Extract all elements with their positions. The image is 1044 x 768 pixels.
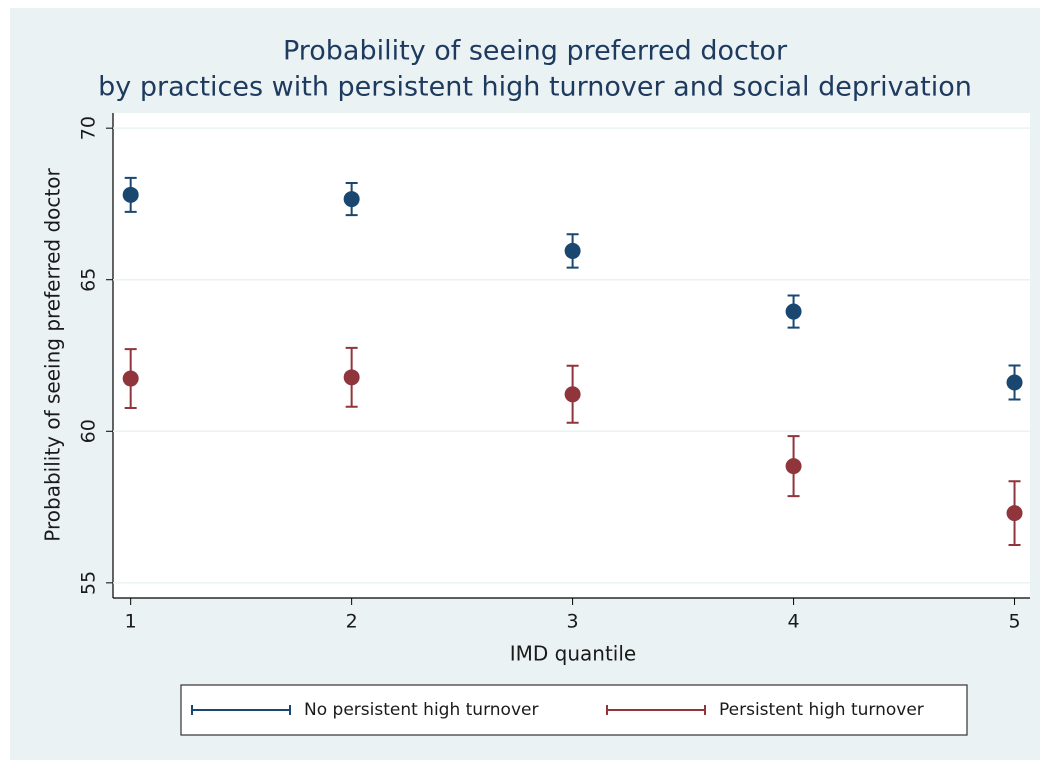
- legend-key: [606, 705, 706, 715]
- point: [1006, 505, 1023, 522]
- legend-label: No persistent high turnover: [304, 700, 538, 720]
- x-tick-label: 1: [125, 611, 137, 633]
- point: [785, 458, 802, 475]
- y-tick-label: 65: [78, 268, 100, 292]
- x-tick-label: 3: [567, 611, 579, 633]
- x-tick-label: 2: [346, 611, 358, 633]
- plot-area: [113, 113, 1030, 598]
- point: [785, 303, 802, 320]
- point: [122, 370, 139, 387]
- x-tick-label: 5: [1008, 611, 1020, 633]
- y-axis-label: Probability of seeing preferred doctor: [41, 168, 65, 542]
- point: [343, 369, 360, 386]
- y-tick-label: 60: [78, 419, 100, 443]
- y-tick-label: 55: [78, 571, 100, 595]
- point: [343, 191, 360, 208]
- y-tick-label: 70: [78, 116, 100, 140]
- legend: [180, 684, 968, 736]
- point: [122, 186, 139, 203]
- legend-label: Persistent high turnover: [719, 700, 924, 720]
- point: [564, 242, 581, 259]
- chart-title: Probability of seeing preferred doctor: [283, 36, 788, 67]
- x-tick-label: 4: [788, 611, 800, 633]
- point: [1006, 374, 1023, 391]
- x-axis-label: IMD quantile: [510, 642, 636, 666]
- chart-title: by practices with persistent high turnov…: [98, 72, 972, 103]
- point: [564, 386, 581, 403]
- legend-key: [191, 705, 291, 715]
